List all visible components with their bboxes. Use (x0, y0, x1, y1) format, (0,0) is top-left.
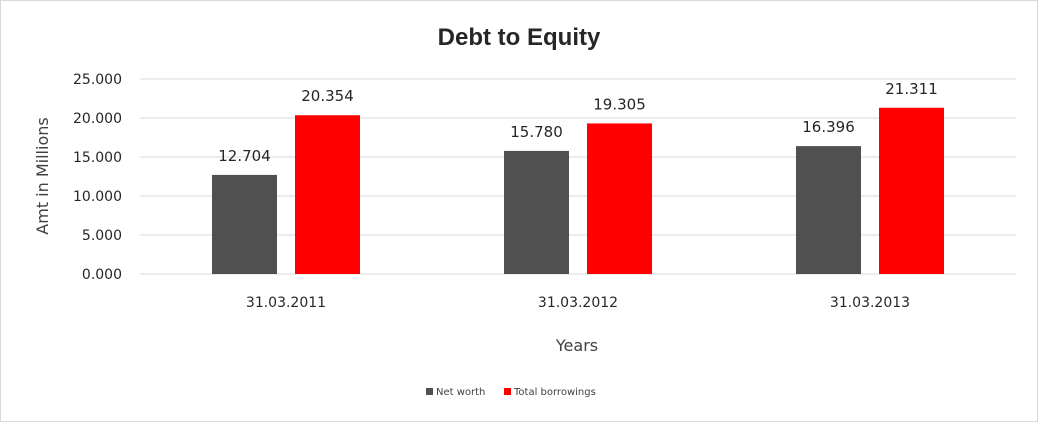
legend-label: Total borrowings (513, 387, 596, 398)
y-tick-label: 20.000 (73, 111, 122, 127)
bars (212, 107, 944, 275)
data-label: 16.396 (802, 118, 855, 136)
data-label: 15.780 (510, 123, 563, 141)
legend: Net worth Total borrowings (426, 387, 596, 398)
bar (587, 123, 652, 275)
data-label: 19.305 (593, 95, 646, 113)
chart-title: Debt to Equity (438, 24, 601, 51)
data-labels: 12.704 20.354 15.780 19.305 16.396 21.311 (218, 80, 938, 165)
bar (295, 115, 360, 274)
x-tick-label: 31.03.2011 (246, 295, 326, 311)
legend-swatch (426, 388, 433, 395)
y-tick-label: 5.000 (82, 228, 122, 244)
bar (879, 107, 944, 274)
y-tick-label: 15.000 (73, 150, 122, 166)
bar (212, 174, 277, 274)
y-axis-ticks: 0.000 5.000 10.000 15.000 20.000 25.000 (73, 72, 122, 283)
data-label: 12.704 (218, 147, 271, 165)
legend-swatch (504, 388, 511, 395)
x-axis-title: Years (555, 336, 598, 355)
x-tick-label: 31.03.2012 (538, 295, 618, 311)
data-label: 20.354 (301, 87, 354, 105)
y-axis-title: Amt in Millions (33, 117, 52, 234)
bar (796, 146, 861, 274)
y-tick-label: 0.000 (82, 267, 122, 283)
x-tick-label: 31.03.2013 (830, 295, 910, 311)
data-label: 21.311 (885, 80, 938, 98)
y-tick-label: 10.000 (73, 189, 122, 205)
bar (504, 150, 569, 274)
y-tick-label: 25.000 (73, 72, 122, 88)
gridlines (140, 78, 1016, 275)
legend-label: Net worth (436, 387, 485, 398)
x-axis-ticks: 31.03.2011 31.03.2012 31.03.2013 (246, 295, 910, 311)
